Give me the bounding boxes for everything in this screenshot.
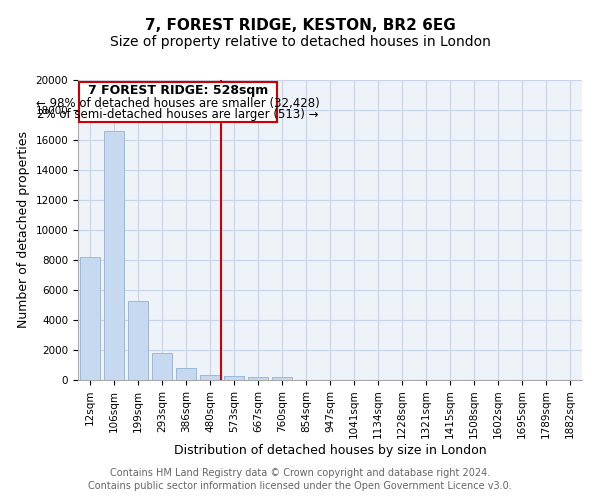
- FancyBboxPatch shape: [79, 82, 277, 122]
- Bar: [200, 375, 220, 380]
- X-axis label: Distribution of detached houses by size in London: Distribution of detached houses by size …: [173, 444, 487, 457]
- Bar: [224, 376, 244, 380]
- Text: Contains HM Land Registry data © Crown copyright and database right 2024.: Contains HM Land Registry data © Crown c…: [110, 468, 490, 477]
- Bar: [152, 353, 172, 380]
- Bar: [176, 368, 196, 380]
- Text: ← 98% of detached houses are smaller (32,428): ← 98% of detached houses are smaller (32…: [37, 97, 320, 110]
- Text: 2% of semi-detached houses are larger (513) →: 2% of semi-detached houses are larger (5…: [37, 108, 319, 122]
- Y-axis label: Number of detached properties: Number of detached properties: [17, 132, 30, 328]
- Bar: [272, 378, 292, 380]
- Text: 7 FOREST RIDGE: 528sqm: 7 FOREST RIDGE: 528sqm: [88, 84, 268, 98]
- Bar: [104, 131, 124, 380]
- Text: Size of property relative to detached houses in London: Size of property relative to detached ho…: [110, 35, 490, 49]
- Text: 7, FOREST RIDGE, KESTON, BR2 6EG: 7, FOREST RIDGE, KESTON, BR2 6EG: [145, 18, 455, 32]
- Text: Contains public sector information licensed under the Open Government Licence v3: Contains public sector information licen…: [88, 481, 512, 491]
- Bar: [80, 257, 100, 380]
- Bar: [128, 300, 148, 380]
- Bar: [248, 376, 268, 380]
